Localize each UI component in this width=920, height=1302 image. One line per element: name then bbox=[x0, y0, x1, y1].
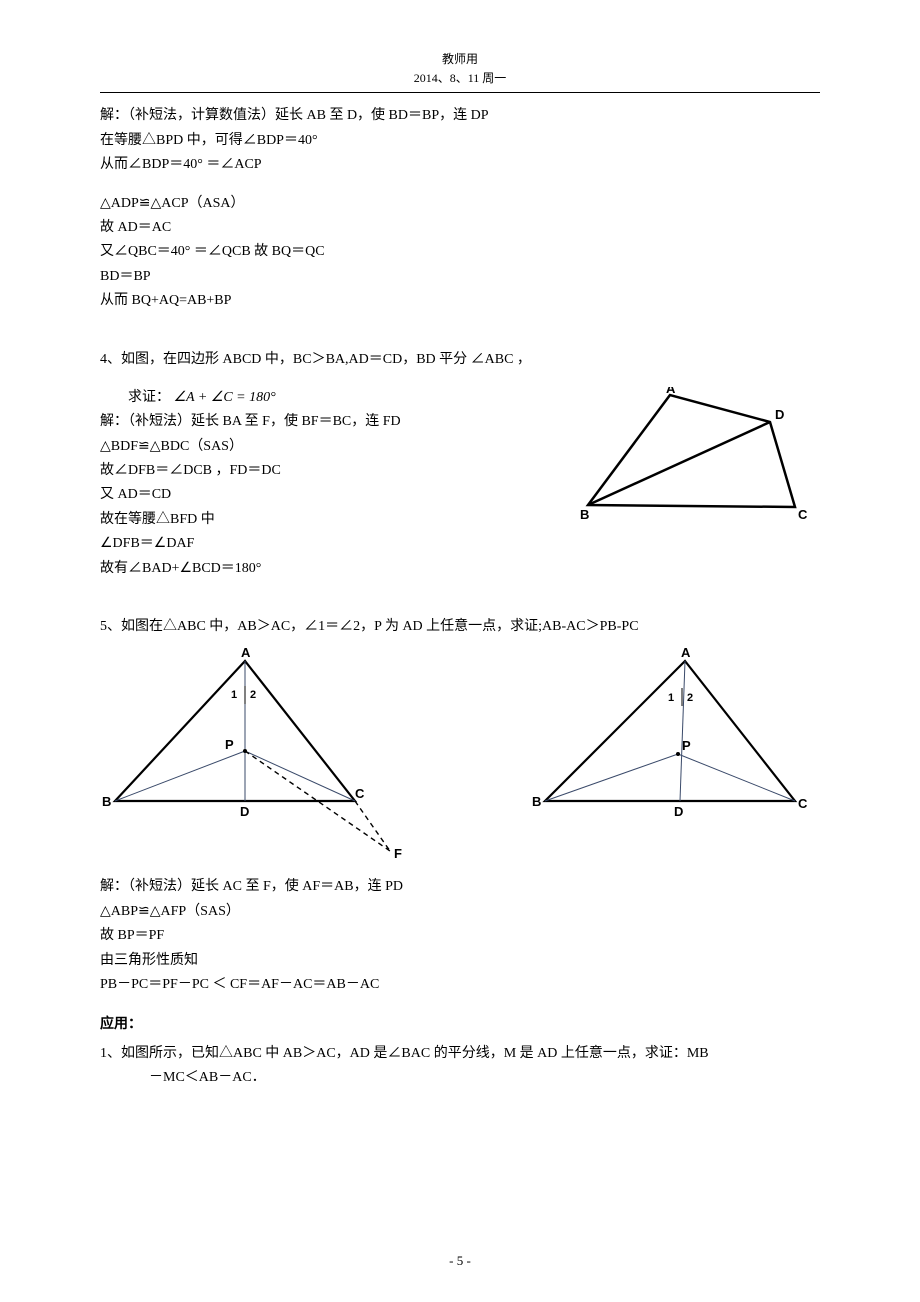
q5-diagram-left: A B C D P F 1 2 bbox=[100, 646, 410, 866]
header-title: 教师用 bbox=[100, 50, 820, 69]
q5-s4: 由三角形性质知 bbox=[100, 950, 820, 972]
q5l-label-a: A bbox=[241, 646, 251, 660]
body: 解：（补短法，计算数值法）延长 AB 至 D，使 BD＝BP，连 DP 在等腰△… bbox=[100, 105, 820, 1089]
q4-fig-col: A B C D bbox=[421, 387, 820, 537]
q4-row: 求证： ∠A + ∠C = 180° 解：（补短法）延长 BA 至 F，使 BF… bbox=[100, 387, 820, 582]
q5-s2: △ABP≌△AFP（SAS） bbox=[100, 901, 820, 923]
q4-prove-math: ∠A + ∠C = 180° bbox=[174, 390, 276, 405]
q5l-ang2: 2 bbox=[250, 689, 256, 701]
q5r-label-p: P bbox=[682, 738, 691, 753]
q5l-label-p: P bbox=[225, 737, 234, 752]
q5r-label-b: B bbox=[532, 794, 541, 809]
block1-l7: BD＝BP bbox=[100, 266, 820, 288]
app-q1b: －MC＜AB－AC． bbox=[100, 1067, 820, 1089]
q5r-ang1: 1 bbox=[668, 692, 674, 704]
q4-s2: △BDF≌△BDC（SAS） bbox=[100, 436, 401, 458]
q5-diagram-right: A B C D P 1 2 bbox=[530, 646, 820, 821]
block1-l2: 在等腰△BPD 中，可得∠BDP＝40° bbox=[100, 130, 820, 152]
q4-s6: ∠DFB＝∠DAF bbox=[100, 533, 401, 555]
q4-s4: 又 AD＝CD bbox=[100, 484, 401, 506]
q5-s5: PB－PC＝PF－PC ＜ CF＝AF－AC＝AB－AC bbox=[100, 974, 820, 996]
q4-diagram: A B C D bbox=[580, 387, 820, 537]
page-footer: - 5 - bbox=[0, 1251, 920, 1272]
q4-label-c: C bbox=[798, 507, 808, 522]
block1-l3: 从而∠BDP＝40° ＝∠ACP bbox=[100, 154, 820, 176]
q4-s1: 解：（补短法）延长 BA 至 F，使 BF＝BC，连 FD bbox=[100, 411, 401, 433]
application-heading: 应用： bbox=[100, 1014, 820, 1036]
q4-label-b: B bbox=[580, 507, 589, 522]
q5r-label-a: A bbox=[681, 646, 691, 660]
q5l-label-d: D bbox=[240, 804, 249, 819]
q5r-ang2: 2 bbox=[687, 692, 693, 704]
q4-s7: 故有∠BAD+∠BCD＝180° bbox=[100, 558, 401, 580]
q4-text-col: 求证： ∠A + ∠C = 180° 解：（补短法）延长 BA 至 F，使 BF… bbox=[100, 387, 401, 582]
q4-title: 4、如图，在四边形 ABCD 中，BC＞BA,AD＝CD，BD 平分 ∠ABC … bbox=[100, 349, 820, 371]
block1-l8: 从而 BQ+AQ=AB+BP bbox=[100, 290, 820, 312]
q5-s1: 解：（补短法）延长 AC 至 F，使 AF＝AB，连 PD bbox=[100, 876, 820, 898]
q5r-label-c: C bbox=[798, 796, 808, 811]
block1-l5: 故 AD＝AC bbox=[100, 217, 820, 239]
q5l-label-b: B bbox=[102, 794, 111, 809]
q5l-ang1: 1 bbox=[231, 689, 237, 701]
q4-label-d: D bbox=[775, 407, 784, 422]
q5-s3: 故 BP＝PF bbox=[100, 925, 820, 947]
q5-figures: A B C D P F 1 2 bbox=[100, 646, 820, 866]
page-header: 教师用 2014、8、11 周一 bbox=[100, 50, 820, 93]
q5l-label-c: C bbox=[355, 786, 365, 801]
app-q1a: 1、如图所示，已知△ABC 中 AB＞AC，AD 是∠BAC 的平分线，M 是 … bbox=[100, 1043, 820, 1065]
q4-prove-prefix: 求证： bbox=[128, 390, 174, 405]
q4-s3: 故∠DFB＝∠DCB ，FD＝DC bbox=[100, 460, 401, 482]
q5-title: 5、如图在△ABC 中，AB＞AC，∠1＝∠2，P 为 AD 上任意一点，求证;… bbox=[100, 616, 820, 638]
block1-l4: △ADP≌△ACP（ASA） bbox=[100, 193, 820, 215]
q4-s5: 故在等腰△BFD 中 bbox=[100, 509, 401, 531]
q5l-label-f: F bbox=[394, 846, 402, 861]
block1-l1: 解：（补短法，计算数值法）延长 AB 至 D，使 BD＝BP，连 DP bbox=[100, 105, 820, 127]
q5r-label-d: D bbox=[674, 804, 683, 819]
page: 教师用 2014、8、11 周一 解：（补短法，计算数值法）延长 AB 至 D，… bbox=[0, 0, 920, 1302]
block1-l6: 又∠QBC＝40° ＝∠QCB 故 BQ＝QC bbox=[100, 241, 820, 263]
header-date: 2014、8、11 周一 bbox=[100, 69, 820, 88]
q4-label-a: A bbox=[666, 387, 676, 396]
q4-prove: 求证： ∠A + ∠C = 180° bbox=[100, 387, 401, 409]
